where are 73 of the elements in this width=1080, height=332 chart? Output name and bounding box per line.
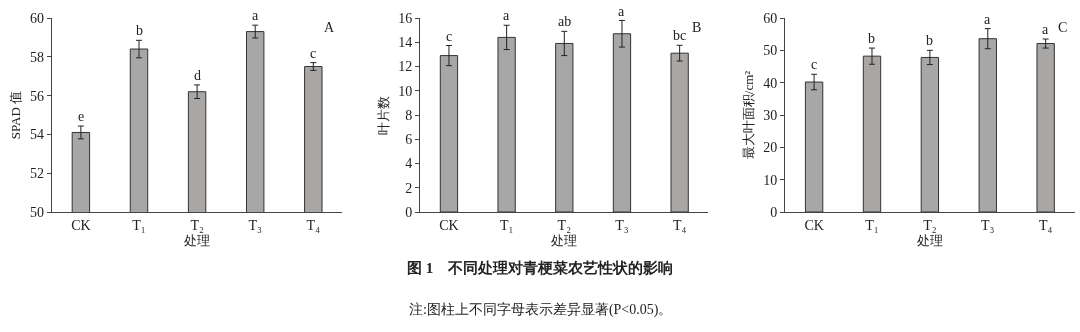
y-tick-label: 52 bbox=[30, 166, 45, 182]
x-tick-label: CK bbox=[804, 217, 824, 233]
annotation: b bbox=[136, 23, 143, 38]
y-tick-label: 60 bbox=[30, 10, 45, 26]
y-tick-label: 10 bbox=[398, 83, 413, 99]
x-tick-label: T₃ bbox=[981, 217, 995, 233]
x-tick-label: T₄ bbox=[1038, 217, 1053, 233]
annotation: b bbox=[868, 31, 875, 46]
y-tick-label: 56 bbox=[30, 88, 45, 104]
y-tick-label: 50 bbox=[763, 43, 778, 59]
bar bbox=[862, 55, 882, 212]
x-tick-label: T₂ bbox=[190, 217, 204, 233]
y-tick-label: 54 bbox=[30, 127, 45, 143]
y-tick-label: 58 bbox=[30, 49, 45, 65]
caption: 图 1 不同处理对青梗菜农艺性状的影响 bbox=[407, 260, 674, 276]
annotation: c bbox=[310, 46, 317, 61]
x-tick-label: T₂ bbox=[557, 217, 572, 233]
y-tick-label: 8 bbox=[405, 107, 413, 123]
annotation: a bbox=[618, 4, 625, 19]
x-tick-label: CK bbox=[71, 217, 91, 233]
bar bbox=[1036, 43, 1055, 212]
y-tick-label: 30 bbox=[763, 107, 778, 123]
annotation: e bbox=[78, 109, 85, 124]
y-tick-label: 14 bbox=[398, 35, 413, 51]
y-tick-label: 0 bbox=[770, 204, 778, 220]
y-tick-label: 16 bbox=[398, 10, 413, 26]
y-axis-title: SPAD 值 bbox=[7, 90, 23, 140]
y-tick-label: 60 bbox=[763, 10, 778, 26]
x-tick-label: T₁ bbox=[499, 217, 514, 233]
x-tick-label: CK bbox=[439, 217, 459, 233]
y-tick-label: 12 bbox=[398, 59, 413, 75]
annotation: c bbox=[446, 29, 453, 44]
y-axis-title: 叶片数 bbox=[376, 95, 392, 135]
y-tick-label: 6 bbox=[405, 132, 413, 148]
annotation: bc bbox=[673, 28, 687, 43]
annotation: a bbox=[503, 8, 510, 23]
y-tick-label: 10 bbox=[763, 172, 778, 188]
x-tick-label: T₁ bbox=[865, 217, 879, 233]
x-tick-label: T₂ bbox=[923, 217, 937, 233]
bar bbox=[439, 55, 459, 212]
annotation: a bbox=[252, 8, 259, 23]
annotation: d bbox=[194, 68, 201, 83]
x-axis-title: 处理 bbox=[916, 233, 943, 249]
x-axis-title: 处理 bbox=[551, 233, 578, 249]
annotation: ab bbox=[558, 14, 572, 29]
annotation: b bbox=[926, 33, 933, 48]
annotation: c bbox=[811, 57, 818, 72]
bar bbox=[920, 56, 940, 212]
x-tick-label: T₁ bbox=[132, 217, 146, 233]
bar bbox=[978, 38, 997, 212]
x-tick-label: T₃ bbox=[248, 217, 263, 233]
bar bbox=[497, 36, 516, 212]
annotation: B bbox=[692, 20, 702, 35]
bar bbox=[804, 81, 824, 212]
x-tick-label: T₄ bbox=[672, 217, 687, 233]
bar bbox=[612, 33, 632, 212]
annotation: A bbox=[324, 20, 335, 35]
x-tick-label: T₃ bbox=[615, 217, 629, 233]
annotation: a bbox=[984, 12, 991, 27]
y-tick-label: 0 bbox=[405, 204, 413, 220]
text: 注:图柱上不同字母表示差异显著(P<0.05)。 bbox=[409, 302, 673, 318]
y-tick-label: 2 bbox=[405, 180, 413, 196]
y-tick-label: 40 bbox=[763, 75, 778, 91]
y-tick-label: 50 bbox=[30, 204, 45, 220]
annotation: C bbox=[1058, 20, 1068, 35]
x-axis-title: 处理 bbox=[184, 233, 211, 249]
x-tick-label: T₄ bbox=[306, 217, 321, 233]
y-tick-label: 4 bbox=[405, 156, 413, 172]
bar bbox=[670, 52, 689, 212]
y-tick-label: 20 bbox=[763, 140, 778, 156]
bar bbox=[555, 42, 574, 212]
annotation: a bbox=[1042, 22, 1049, 37]
y-axis-title: 最大叶面积/cm² bbox=[741, 70, 757, 160]
